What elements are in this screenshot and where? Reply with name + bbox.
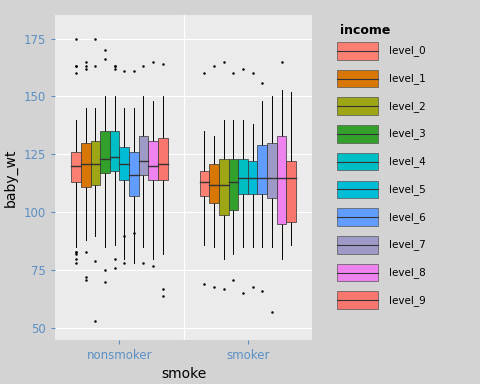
Text: level_2: level_2: [389, 101, 426, 112]
Text: level_3: level_3: [389, 129, 426, 139]
Bar: [81, 143, 91, 187]
Bar: [276, 136, 287, 224]
Bar: [337, 42, 378, 60]
Bar: [267, 143, 276, 199]
Text: income: income: [340, 24, 391, 37]
Text: level_7: level_7: [389, 239, 426, 250]
Bar: [209, 164, 219, 203]
Text: level_0: level_0: [389, 45, 426, 56]
Bar: [337, 125, 378, 143]
Bar: [129, 152, 139, 196]
Bar: [337, 236, 378, 253]
X-axis label: smoke: smoke: [161, 367, 206, 381]
Bar: [337, 180, 378, 198]
Bar: [110, 131, 120, 170]
Text: level_4: level_4: [389, 156, 426, 167]
Bar: [337, 70, 378, 87]
Bar: [219, 159, 228, 215]
Bar: [337, 291, 378, 309]
Bar: [200, 170, 209, 196]
Bar: [238, 159, 248, 194]
Bar: [148, 141, 158, 180]
Text: level_8: level_8: [389, 267, 426, 278]
Bar: [100, 131, 110, 173]
Bar: [286, 161, 296, 222]
Bar: [337, 264, 378, 281]
Bar: [71, 152, 81, 182]
Text: level_1: level_1: [389, 73, 426, 84]
Text: level_6: level_6: [389, 212, 426, 223]
Bar: [139, 136, 148, 175]
Bar: [228, 159, 238, 210]
Text: level_5: level_5: [389, 184, 426, 195]
Bar: [337, 98, 378, 115]
Bar: [337, 153, 378, 170]
Bar: [337, 208, 378, 226]
Bar: [91, 141, 100, 185]
Bar: [248, 161, 257, 194]
Y-axis label: baby_wt: baby_wt: [4, 148, 18, 207]
Text: level_9: level_9: [389, 295, 426, 306]
Bar: [120, 147, 129, 180]
Bar: [158, 138, 168, 180]
Bar: [257, 145, 267, 194]
